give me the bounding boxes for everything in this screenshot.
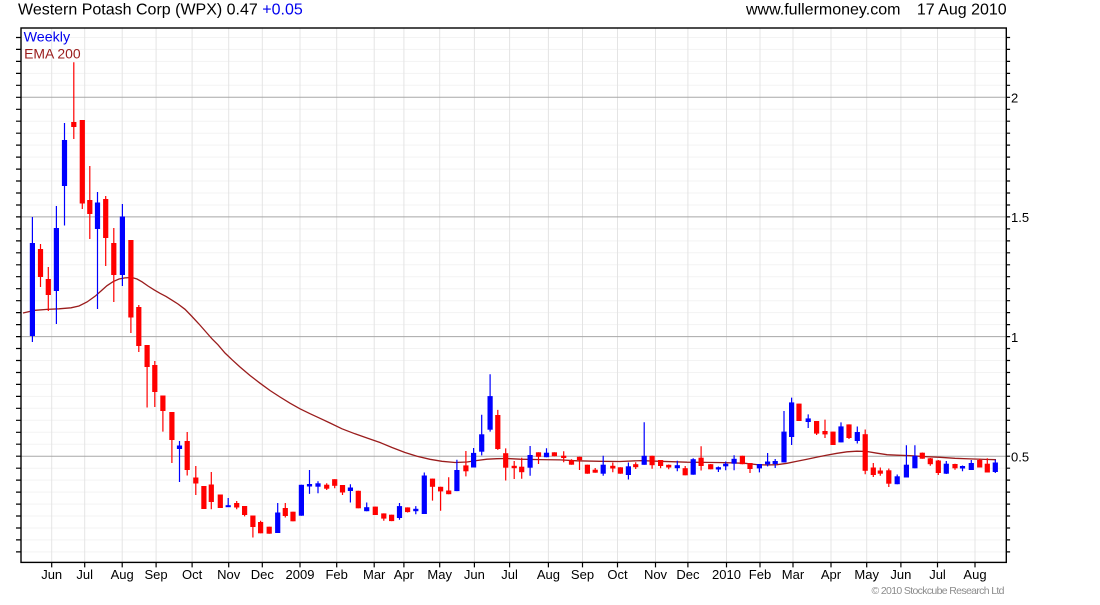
svg-text:Aug: Aug bbox=[963, 567, 986, 582]
svg-text:Dec: Dec bbox=[251, 567, 275, 582]
svg-text:Oct: Oct bbox=[182, 567, 203, 582]
svg-text:Feb: Feb bbox=[749, 567, 771, 582]
svg-text:Jul: Jul bbox=[501, 567, 518, 582]
svg-text:0.5: 0.5 bbox=[1011, 449, 1029, 464]
svg-text:Nov: Nov bbox=[644, 567, 668, 582]
svg-text:Weekly: Weekly bbox=[24, 30, 71, 45]
svg-text:Sep: Sep bbox=[145, 567, 168, 582]
svg-text:Mar: Mar bbox=[363, 567, 386, 582]
svg-text:Jul: Jul bbox=[76, 567, 93, 582]
svg-text:Jul: Jul bbox=[929, 567, 946, 582]
svg-text:Jun: Jun bbox=[890, 567, 911, 582]
svg-text:2009: 2009 bbox=[286, 567, 315, 582]
svg-text:© 2010 Stockcube Research Ltd: © 2010 Stockcube Research Ltd bbox=[872, 585, 1005, 597]
svg-text:Aug: Aug bbox=[111, 567, 134, 582]
svg-text:Feb: Feb bbox=[325, 567, 347, 582]
svg-text:1: 1 bbox=[1011, 330, 1018, 345]
svg-text:Sep: Sep bbox=[571, 567, 594, 582]
svg-text:www.fullermoney.com: www.fullermoney.com bbox=[745, 2, 900, 19]
svg-text:EMA 200: EMA 200 bbox=[24, 47, 81, 62]
svg-text:2: 2 bbox=[1011, 91, 1018, 106]
svg-text:May: May bbox=[427, 567, 452, 582]
svg-text:Mar: Mar bbox=[782, 567, 805, 582]
svg-text:Dec: Dec bbox=[676, 567, 700, 582]
svg-text:Western Potash Corp (WPX) 0.47: Western Potash Corp (WPX) 0.47 +0.05 bbox=[18, 2, 303, 19]
svg-text:17 Aug 2010: 17 Aug 2010 bbox=[917, 2, 1007, 19]
svg-text:Jun: Jun bbox=[41, 567, 62, 582]
svg-text:Jun: Jun bbox=[464, 567, 485, 582]
svg-text:Nov: Nov bbox=[217, 567, 241, 582]
svg-text:Oct: Oct bbox=[607, 567, 628, 582]
svg-text:Aug: Aug bbox=[537, 567, 560, 582]
svg-text:Apr: Apr bbox=[394, 567, 415, 582]
svg-text:1.5: 1.5 bbox=[1011, 210, 1029, 225]
svg-text:May: May bbox=[854, 567, 879, 582]
svg-text:2010: 2010 bbox=[712, 567, 741, 582]
svg-text:Apr: Apr bbox=[821, 567, 842, 582]
